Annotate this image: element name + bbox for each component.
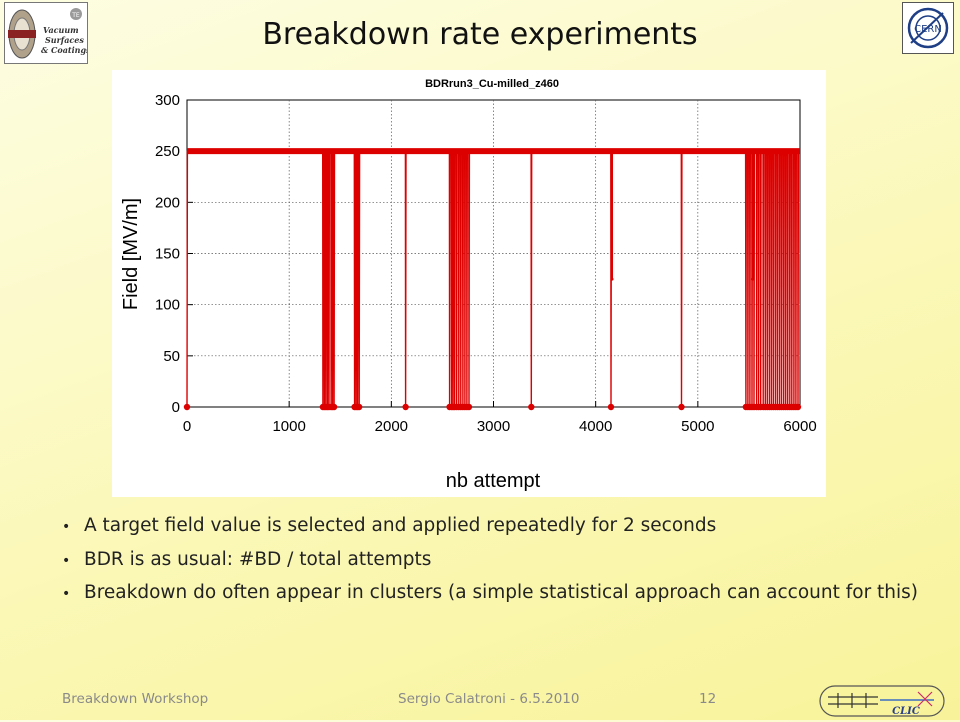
series-line — [186, 150, 800, 408]
breakdown-point — [794, 403, 802, 411]
bullet-item: • Breakdown do often appear in clusters (… — [62, 582, 922, 605]
clic-logo: CLIC — [818, 684, 946, 722]
x-tick-label: 5000 — [681, 418, 714, 435]
y-tick-label: 300 — [155, 92, 180, 109]
breakdown-point — [183, 403, 191, 411]
breakdown-point — [678, 403, 685, 411]
breakdown-point — [465, 403, 473, 411]
data-point — [355, 277, 359, 281]
bullet-icon: • — [62, 552, 71, 569]
cern-logo: CERN — [902, 2, 954, 54]
data-point — [610, 277, 614, 281]
chart-container: BDRrun3_Cu-milled_z460 0 1000 2000 3000 4000… — [112, 70, 826, 497]
breakdown-rate-chart: BDRrun3_Cu-milled_z460 0 1000 2000 3000 4000… — [120, 78, 817, 492]
x-tick-label: 0 — [183, 418, 191, 435]
y-tick-label: 150 — [155, 246, 180, 263]
breakdown-point — [607, 403, 615, 411]
series-field — [186, 148, 800, 408]
svg-text:Vacuum: Vacuum — [43, 25, 79, 35]
y-tick-label: 50 — [163, 348, 180, 365]
data-point — [750, 277, 754, 281]
y-tick-label: 200 — [155, 194, 180, 211]
chart-title: BDRrun3_Cu-milled_z460 — [425, 78, 559, 90]
bullet-text: Breakdown do often appear in clusters (a… — [84, 582, 919, 604]
bullet-icon: • — [62, 519, 71, 535]
breakdown-point — [402, 403, 409, 411]
y-tick-label: 100 — [155, 297, 180, 314]
y-tick-label: 0 — [172, 399, 180, 416]
data-point — [451, 277, 455, 281]
bullet-item: • BDR is as usual: #BD / total attempts — [62, 549, 922, 572]
svg-text:& Coatings: & Coatings — [41, 45, 87, 55]
bullet-icon: • — [62, 586, 71, 603]
footer-author: Sergio Calatroni - 6.5.2010 — [398, 691, 580, 707]
tick-labels: 0 1000 2000 3000 4000 5000 6000 0 50 100 150 200 250… — [155, 92, 817, 435]
breakdown-point — [528, 403, 535, 411]
breakdown-point — [355, 403, 363, 411]
clic-accelerator-icon: CLIC — [819, 685, 945, 717]
slide-title: Breakdown rate experiments — [262, 17, 698, 52]
footer-workshop: Breakdown Workshop — [62, 691, 209, 707]
svg-text:Surfaces: Surfaces — [45, 35, 84, 45]
x-tick-label: 1000 — [272, 418, 305, 435]
vacuum-chamber-icon: TE Vacuum Surfaces & Coatings — [8, 8, 91, 59]
svg-text:CLIC: CLIC — [892, 706, 920, 717]
breakdown-markers — [183, 277, 802, 411]
vacuum-surfaces-coatings-logo: TE Vacuum Surfaces & Coatings — [4, 2, 91, 64]
bullet-list: • A target field value is selected and ap… — [62, 515, 922, 616]
y-tick-label: 250 — [155, 143, 180, 160]
bullet-text: BDR is as usual: #BD / total attempts — [84, 548, 432, 570]
svg-text:TE: TE — [71, 12, 80, 19]
footer-page-number: 12 — [699, 691, 717, 707]
svg-text:CERN: CERN — [914, 24, 942, 35]
cern-icon: CERN — [907, 7, 949, 49]
bullet-text: A target field value is selected and app… — [84, 515, 717, 536]
y-axis-label: Field [MV/m] — [120, 198, 142, 310]
x-tick-label: 4000 — [579, 418, 612, 435]
breakdown-point — [330, 403, 338, 411]
x-tick-label: 6000 — [783, 418, 816, 435]
x-tick-label: 2000 — [375, 418, 408, 435]
x-axis-label: nb attempt — [446, 470, 541, 492]
x-tick-label: 3000 — [477, 418, 510, 435]
data-point — [325, 277, 329, 281]
bullet-item: • A target field value is selected and ap… — [62, 515, 922, 538]
